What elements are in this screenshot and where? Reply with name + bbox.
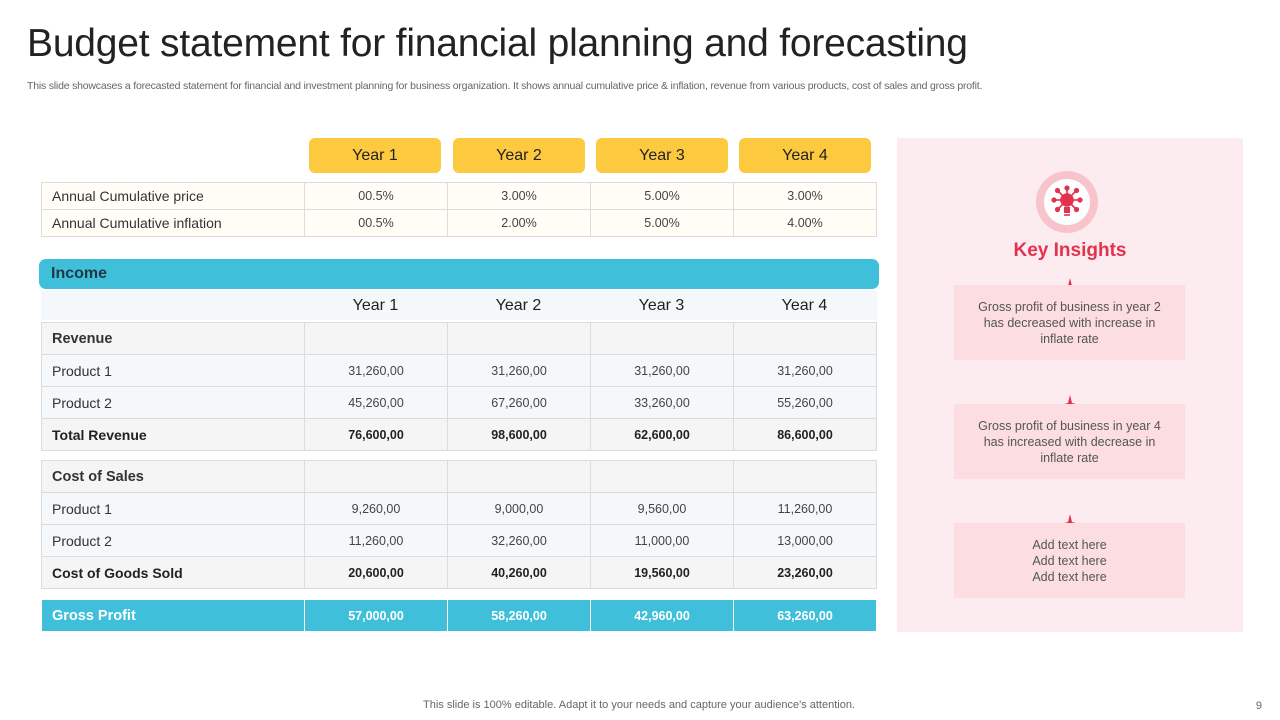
table-cell: 5.00%	[590, 209, 734, 237]
table-cell: 63,260,00	[733, 599, 877, 632]
revenue-table: Revenue Product 1 31,260,00 31,260,00 31…	[41, 322, 877, 451]
table-cell: 31,260,00	[733, 354, 877, 387]
table-cell: 57,000,00	[304, 599, 448, 632]
table-cell: 98,600,00	[447, 418, 591, 451]
row-label: Annual Cumulative price	[41, 182, 305, 210]
table-row: Product 2 11,260,00 32,260,00 11,000,00 …	[41, 524, 877, 557]
table-cell: 3.00%	[447, 182, 591, 210]
idea-network-icon	[1036, 171, 1098, 233]
key-insights-panel: Key Insights Gross profit of business in…	[897, 138, 1243, 632]
income-year-4: Year 4	[781, 297, 828, 314]
section-label: Cost of Sales	[41, 460, 305, 493]
total-row: Total Revenue 76,600,00 98,600,00 62,600…	[41, 418, 877, 451]
table-cell: 00.5%	[304, 209, 448, 237]
row-label: Annual Cumulative inflation	[41, 209, 305, 237]
income-section-header: Income	[39, 259, 879, 289]
insight-card-1: Gross profit of business in year 2 has d…	[954, 285, 1185, 360]
row-label: Gross Profit	[41, 599, 305, 632]
year-4-header: Year 4	[739, 138, 871, 173]
total-row: Cost of Goods Sold 20,600,00 40,260,00 1…	[41, 556, 877, 589]
row-label: Product 2	[41, 386, 305, 419]
page-subtitle: This slide showcases a forecasted statem…	[27, 80, 983, 92]
income-year-3: Year 3	[638, 297, 685, 314]
section-label: Revenue	[41, 322, 305, 355]
page-title: Budget statement for financial planning …	[27, 22, 968, 65]
table-cell: 20,600,00	[304, 556, 448, 589]
table-row: Annual Cumulative price 00.5% 3.00% 5.00…	[41, 182, 877, 210]
table-cell: 67,260,00	[447, 386, 591, 419]
table-cell: 9,260,00	[304, 492, 448, 525]
table-cell: 9,000,00	[447, 492, 591, 525]
footer-note: This slide is 100% editable. Adapt it to…	[423, 699, 855, 711]
row-label: Product 2	[41, 524, 305, 557]
table-cell: 32,260,00	[447, 524, 591, 557]
table-row: Product 1 31,260,00 31,260,00 31,260,00 …	[41, 354, 877, 387]
table-cell: 19,560,00	[590, 556, 734, 589]
insight-card-2: Gross profit of business in year 4 has i…	[954, 404, 1185, 479]
page-number: 9	[1255, 700, 1262, 712]
year-3-header: Year 3	[596, 138, 728, 173]
year-2-header: Year 2	[453, 138, 585, 173]
table-cell: 11,260,00	[733, 492, 877, 525]
table-cell: 4.00%	[733, 209, 877, 237]
gross-profit-row: Gross Profit 57,000,00 58,260,00 42,960,…	[41, 599, 877, 632]
table-cell: 86,600,00	[733, 418, 877, 451]
table-cell: 58,260,00	[447, 599, 591, 632]
rates-table: Annual Cumulative price 00.5% 3.00% 5.00…	[41, 182, 877, 237]
table-cell: 31,260,00	[590, 354, 734, 387]
section-row: Cost of Sales	[41, 460, 877, 493]
table-cell: 2.00%	[447, 209, 591, 237]
insight-card-3: Add text here Add text here Add text her…	[954, 523, 1185, 598]
section-row: Revenue	[41, 322, 877, 355]
year-1-header: Year 1	[309, 138, 441, 173]
row-label: Product 1	[41, 354, 305, 387]
table-cell: 5.00%	[590, 182, 734, 210]
table-cell: 76,600,00	[304, 418, 448, 451]
table-cell: 33,260,00	[590, 386, 734, 419]
table-cell: 31,260,00	[447, 354, 591, 387]
table-cell: 42,960,00	[590, 599, 734, 632]
income-year-header-row: Year 1 Year 2 Year 3 Year 4	[41, 291, 877, 320]
table-row: Product 2 45,260,00 67,260,00 33,260,00 …	[41, 386, 877, 419]
row-label: Cost of Goods Sold	[41, 556, 305, 589]
table-cell: 62,600,00	[590, 418, 734, 451]
table-cell: 11,000,00	[590, 524, 734, 557]
table-cell: 9,560,00	[590, 492, 734, 525]
table-cell: 3.00%	[733, 182, 877, 210]
income-year-2: Year 2	[495, 297, 542, 314]
key-insights-title: Key Insights	[1013, 240, 1127, 261]
row-label: Total Revenue	[41, 418, 305, 451]
table-row: Annual Cumulative inflation 00.5% 2.00% …	[41, 209, 877, 237]
table-cell: 23,260,00	[733, 556, 877, 589]
table-cell: 45,260,00	[304, 386, 448, 419]
table-cell: 00.5%	[304, 182, 448, 210]
table-cell: 55,260,00	[733, 386, 877, 419]
table-cell: 31,260,00	[304, 354, 448, 387]
cost-of-sales-table: Cost of Sales Product 1 9,260,00 9,000,0…	[41, 460, 877, 589]
table-cell: 13,000,00	[733, 524, 877, 557]
income-year-1: Year 1	[352, 297, 399, 314]
gross-profit-table: Gross Profit 57,000,00 58,260,00 42,960,…	[41, 599, 877, 632]
table-cell: 40,260,00	[447, 556, 591, 589]
row-label: Product 1	[41, 492, 305, 525]
table-cell: 11,260,00	[304, 524, 448, 557]
table-row: Product 1 9,260,00 9,000,00 9,560,00 11,…	[41, 492, 877, 525]
